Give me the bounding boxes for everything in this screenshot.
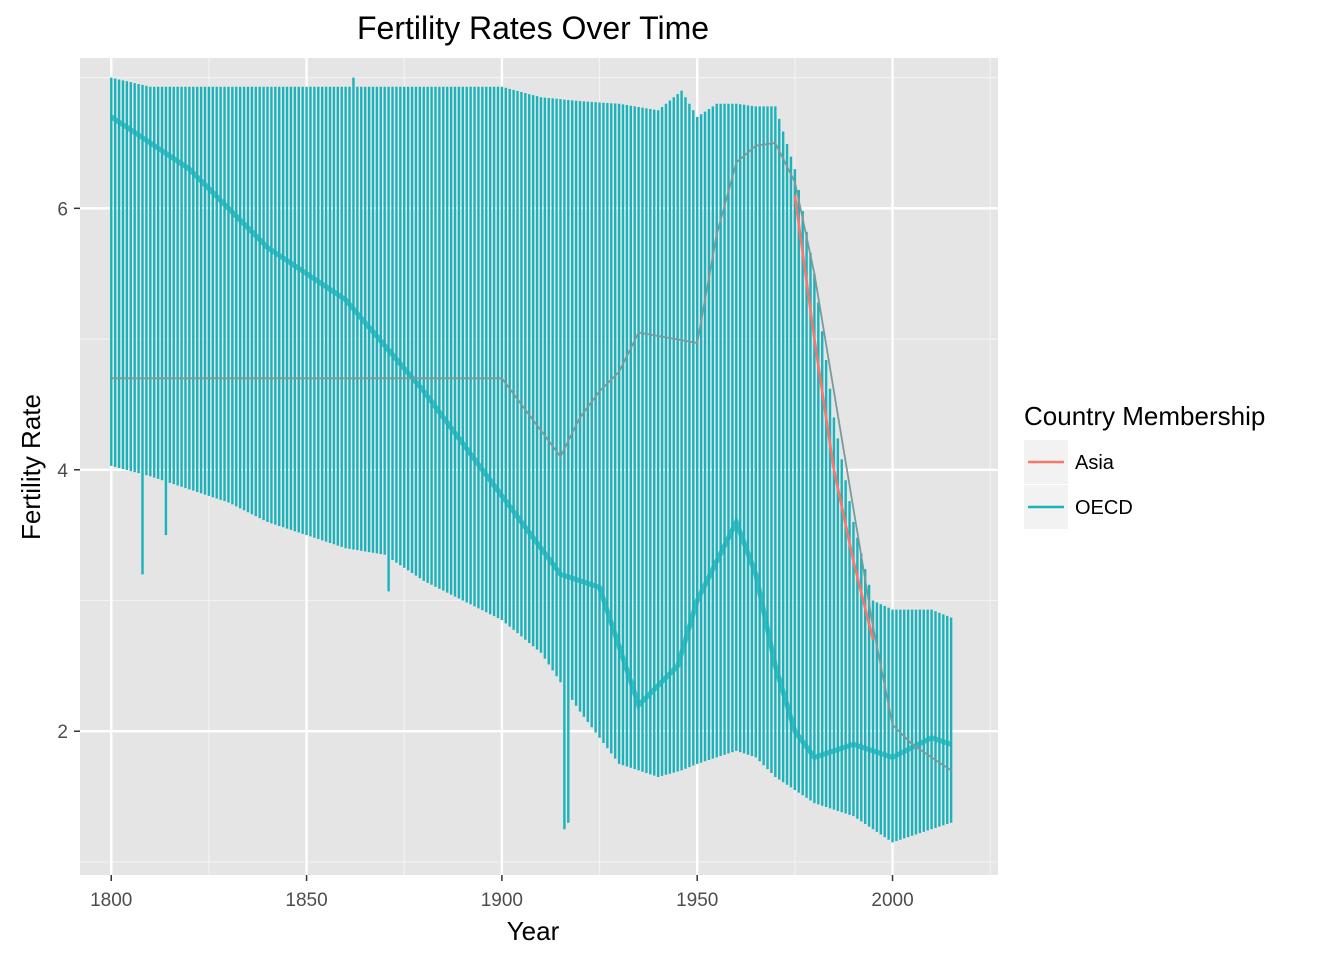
x-tick-label: 1800 xyxy=(90,890,132,911)
y-tick-label: 4 xyxy=(57,461,68,482)
chart-title: Fertility Rates Over Time xyxy=(357,10,709,46)
legend-label-oecd: OECD xyxy=(1075,497,1133,519)
x-axis-title: Year xyxy=(507,916,560,946)
legend-title: Country Membership xyxy=(1024,401,1265,431)
plot-panel xyxy=(80,58,998,875)
x-tick-label: 1900 xyxy=(481,890,523,911)
oecd-range-bars xyxy=(110,77,953,843)
legend: Country Membership Asia OECD xyxy=(1024,401,1265,529)
x-tick-label: 2000 xyxy=(871,890,913,911)
x-axis: 1800 1850 1900 1950 2000 xyxy=(90,875,914,911)
x-tick-label: 1950 xyxy=(676,890,718,911)
y-tick-label: 2 xyxy=(57,722,68,743)
y-tick-label: 6 xyxy=(57,199,68,220)
asia-line xyxy=(793,195,875,641)
oecd-trend-line xyxy=(109,114,952,761)
group-mean-line xyxy=(111,142,952,772)
y-axis-title: Fertility Rate xyxy=(16,394,46,540)
trend-lines xyxy=(109,114,952,772)
legend-label-asia: Asia xyxy=(1075,452,1115,474)
y-axis: 2 4 6 xyxy=(57,199,80,743)
x-tick-label: 1850 xyxy=(285,890,327,911)
